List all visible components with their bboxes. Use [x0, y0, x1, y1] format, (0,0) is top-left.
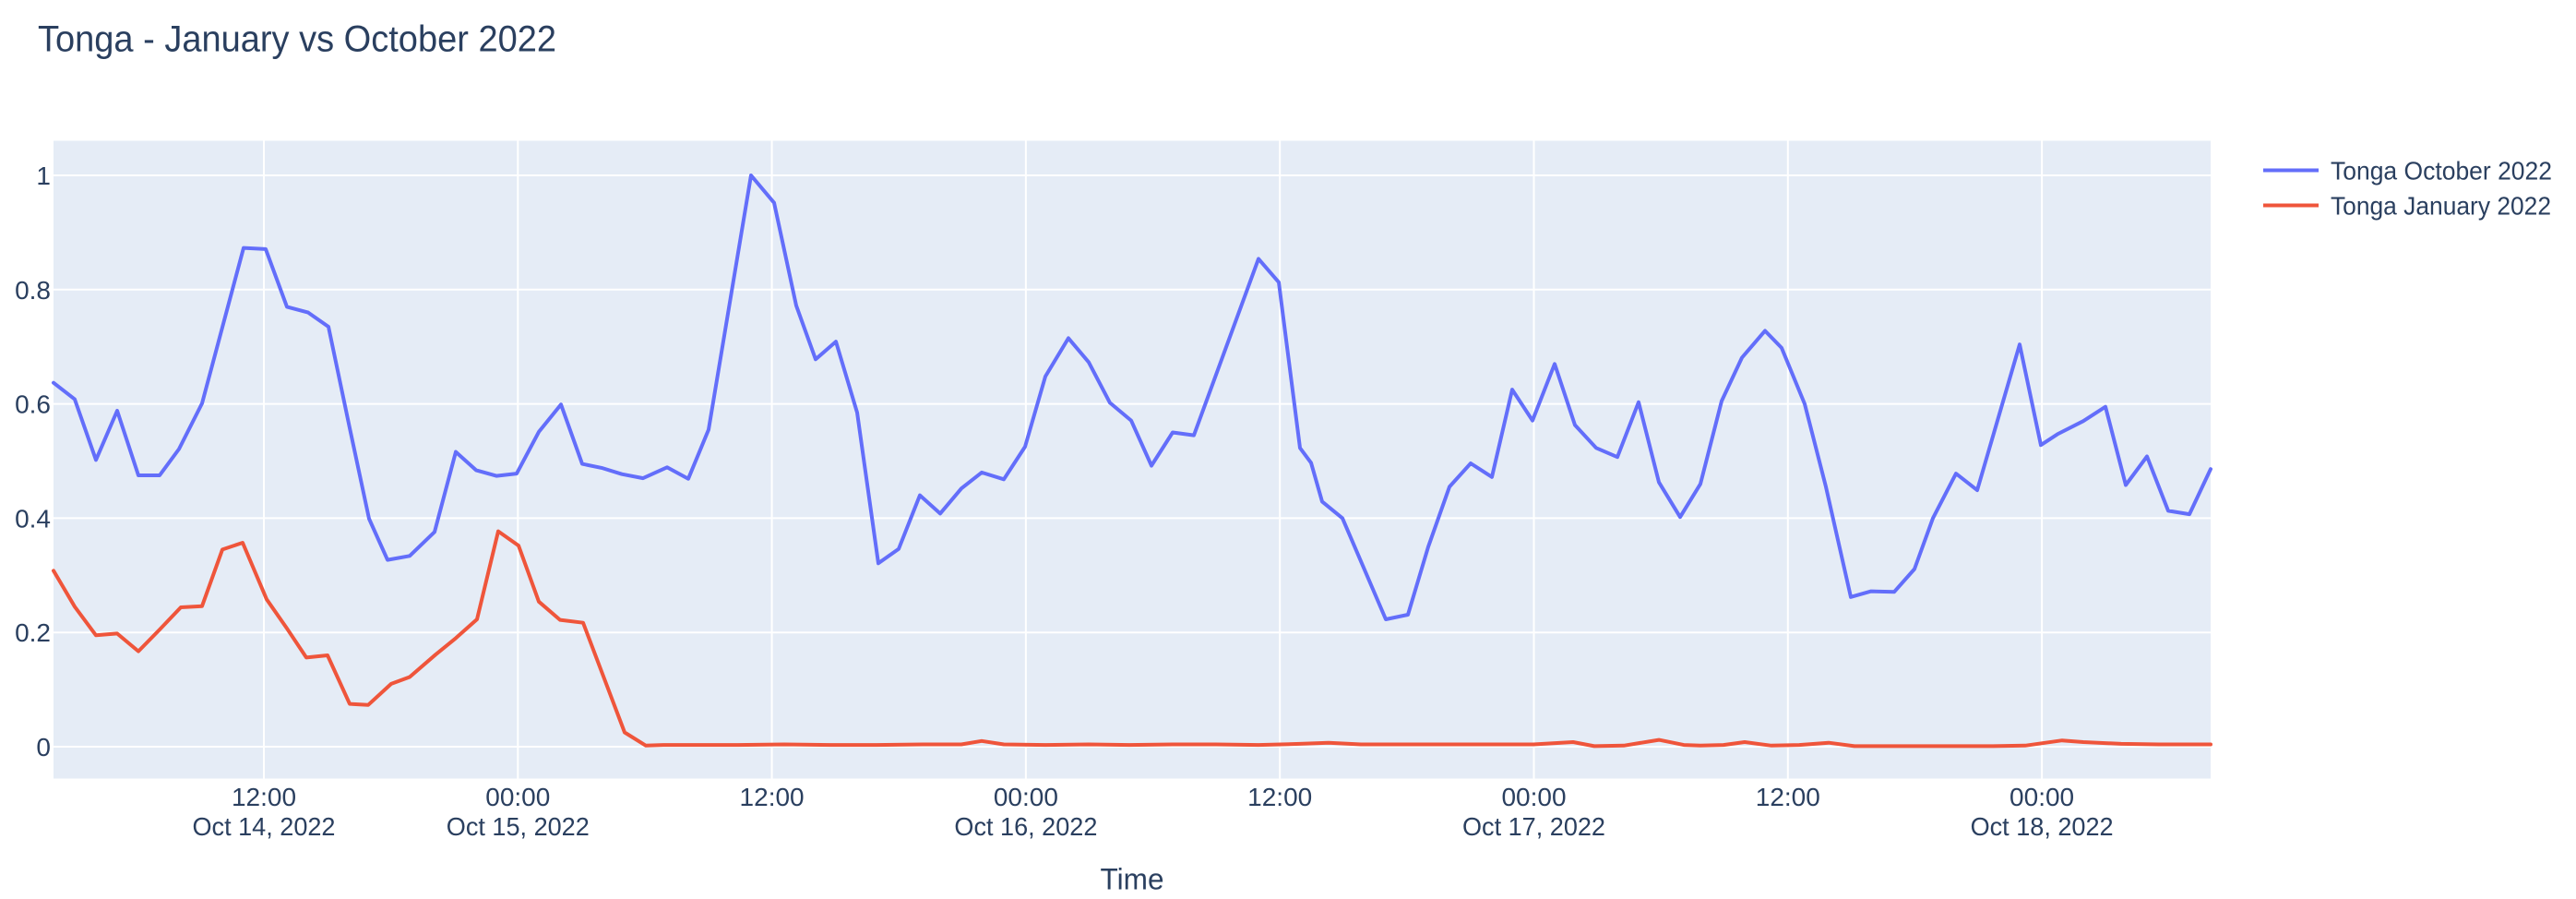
svg-text:Tonga January 2022: Tonga January 2022 — [2331, 192, 2551, 221]
svg-text:12:00: 12:00 — [740, 783, 805, 811]
svg-text:0.4: 0.4 — [15, 504, 51, 533]
svg-text:12:00: 12:00 — [232, 783, 296, 811]
svg-text:00:00: 00:00 — [2010, 783, 2074, 811]
svg-text:Oct 17, 2022: Oct 17, 2022 — [1462, 812, 1605, 841]
svg-text:Oct 18, 2022: Oct 18, 2022 — [1971, 812, 2114, 841]
svg-text:Oct 14, 2022: Oct 14, 2022 — [193, 812, 336, 841]
svg-text:00:00: 00:00 — [994, 783, 1058, 811]
svg-text:0.6: 0.6 — [15, 390, 51, 419]
svg-text:12:00: 12:00 — [1756, 783, 1820, 811]
svg-text:Time: Time — [1101, 863, 1164, 896]
svg-text:00:00: 00:00 — [485, 783, 550, 811]
svg-text:Oct 15, 2022: Oct 15, 2022 — [447, 812, 590, 841]
svg-text:Tonga - January vs October 202: Tonga - January vs October 2022 — [38, 19, 556, 60]
svg-text:Oct 16, 2022: Oct 16, 2022 — [954, 812, 1097, 841]
svg-text:1: 1 — [36, 162, 51, 190]
svg-text:0.8: 0.8 — [15, 276, 51, 305]
svg-text:0: 0 — [36, 733, 51, 761]
svg-text:00:00: 00:00 — [1501, 783, 1566, 811]
svg-text:12:00: 12:00 — [1247, 783, 1312, 811]
svg-text:Tonga October 2022: Tonga October 2022 — [2331, 157, 2552, 186]
svg-text:0.2: 0.2 — [15, 618, 51, 647]
